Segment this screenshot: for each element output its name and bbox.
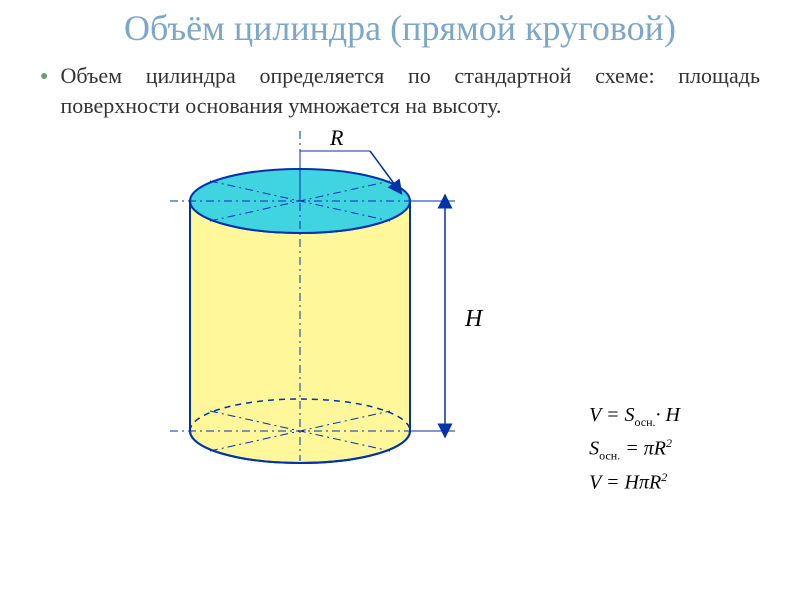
bullet-dot-icon: ● <box>40 69 48 85</box>
f2-pi: π <box>644 438 654 460</box>
cylinder-diagram: R H V = Sосн.· H Sосн. = πR2 V = HπR2 <box>0 121 800 541</box>
f2-R: R <box>654 438 666 460</box>
formula-line-2: Sосн. = πR2 <box>589 436 680 464</box>
title-text-1: Объём цилиндра <box>124 8 390 48</box>
f1-S: S <box>625 404 635 426</box>
formula-line-3: V = HπR2 <box>589 470 680 495</box>
f2-S: S <box>589 438 599 460</box>
title-paren-close: ) <box>664 8 676 48</box>
f3-V: V <box>589 472 601 494</box>
body-text: Объем цилиндра определяется по стандартн… <box>60 61 760 120</box>
f2-sup: 2 <box>666 436 672 450</box>
bullet-block: ● Объем цилиндра определяется по стандар… <box>0 49 800 120</box>
title-paren-open: ( <box>390 8 402 48</box>
cylinder-svg: R H <box>0 121 800 541</box>
f3-sup: 2 <box>661 470 667 484</box>
f3-R: R <box>649 472 661 494</box>
f3-pi: π <box>639 472 649 494</box>
formulas-block: V = Sосн.· H Sосн. = πR2 V = HπR2 <box>589 398 680 500</box>
f3-eq: = <box>601 472 625 494</box>
f3-H: H <box>625 472 639 494</box>
f1-dot: · <box>656 404 666 426</box>
f2-eq: = <box>620 438 644 460</box>
f1-V: V <box>589 404 601 426</box>
f2-sub: осн. <box>599 449 620 463</box>
height-label: H <box>464 306 484 332</box>
f1-eq: = <box>601 404 625 426</box>
f1-H: H <box>666 404 680 426</box>
bullet-row: ● Объем цилиндра определяется по стандар… <box>40 61 760 120</box>
title-text-3: прямой круговой <box>402 8 664 48</box>
f1-sub: осн. <box>635 415 656 429</box>
page-title: Объём цилиндра (прямой круговой) <box>0 0 800 49</box>
radius-label: R <box>329 125 344 150</box>
formula-line-1: V = Sосн.· H <box>589 404 680 430</box>
